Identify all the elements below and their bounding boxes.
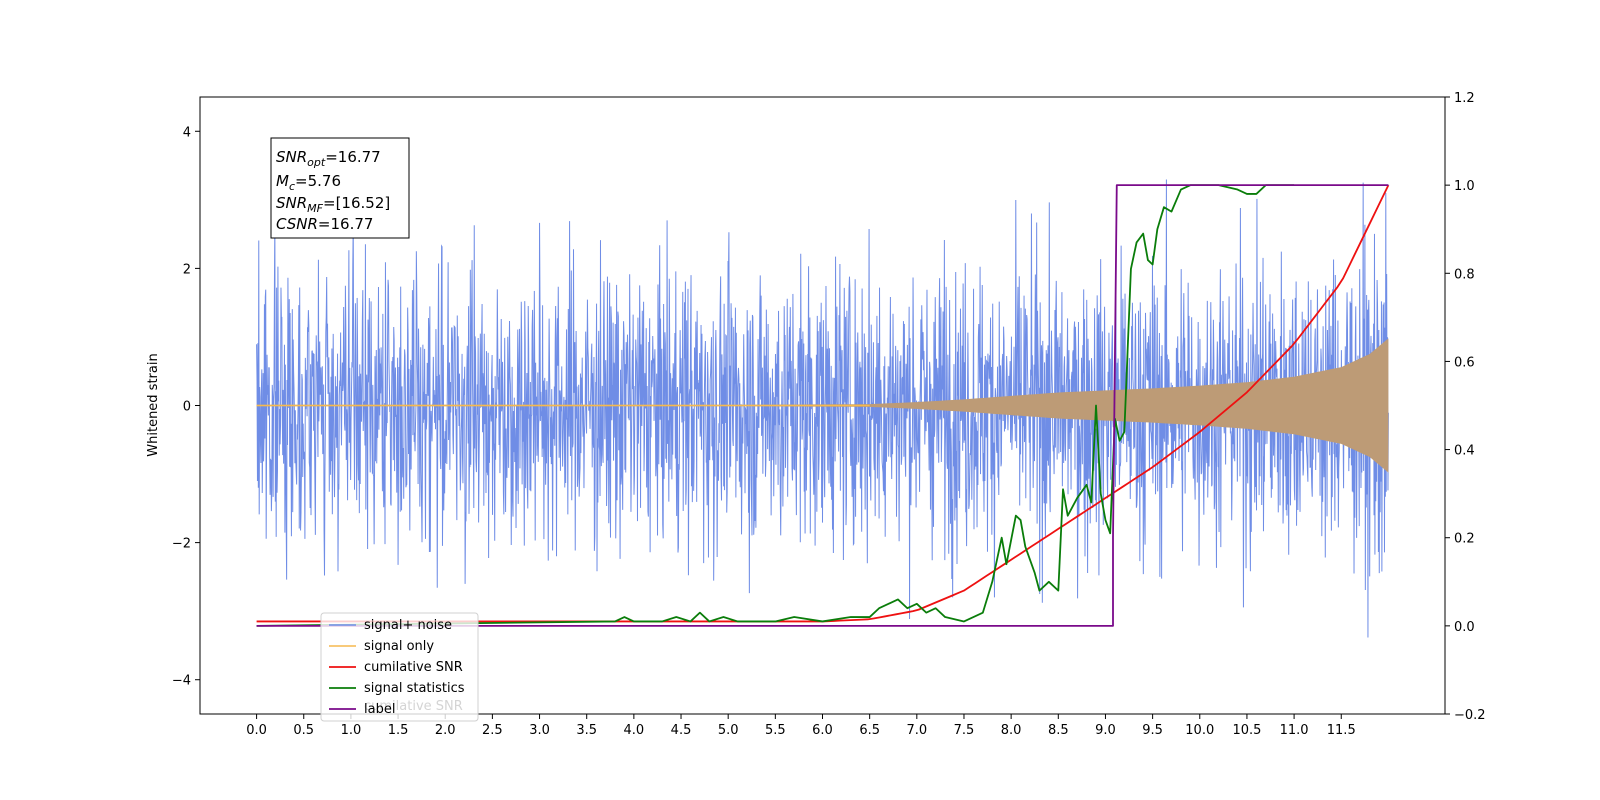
x-tick-label: 6.5 xyxy=(859,723,880,738)
y-right-tick-label: −0.2 xyxy=(1454,708,1486,723)
x-tick-label: 0.0 xyxy=(246,723,267,738)
mc-symbol: M xyxy=(276,172,289,190)
x-tick-label: 7.0 xyxy=(906,723,927,738)
snr-opt-subscript: opt xyxy=(307,156,326,169)
axis-ticks: 0.0 0.5 1.0 1.5 2.0 2.5 3.0 3.5 4.0 4.5 5.0 5.5 6.0 6… xyxy=(172,91,1486,738)
x-tick-label: 6.0 xyxy=(812,723,833,738)
legend-hidden-entry: cumilative SNR xyxy=(364,699,463,714)
snr-mf-subscript: MF xyxy=(307,202,323,215)
legend-label-cumulative: cumilative SNR xyxy=(364,660,463,675)
y-left-tick-label: 4 xyxy=(183,125,191,140)
csnr-value: =16.77 xyxy=(318,215,374,233)
x-tick-label: 8.0 xyxy=(1001,723,1022,738)
y-left-tick-label: 0 xyxy=(183,400,191,415)
y-right-tick-label: 0.6 xyxy=(1454,355,1475,370)
x-tick-label: 1.5 xyxy=(388,723,409,738)
snr-opt-symbol: SNR xyxy=(276,148,307,166)
y-right-tick-label: 1.0 xyxy=(1454,179,1475,194)
x-tick-label: 5.0 xyxy=(718,723,739,738)
y-right-tick-label: 0.8 xyxy=(1454,267,1475,282)
mc-value: =5.76 xyxy=(295,172,341,190)
y-left-tick-label: 2 xyxy=(183,262,191,277)
legend-label-label: label xyxy=(364,702,395,717)
y-right-tick-label: 0.0 xyxy=(1454,620,1475,635)
x-tick-label: 2.0 xyxy=(435,723,456,738)
x-tick-label: 3.0 xyxy=(529,723,550,738)
legend: cumilative SNR signal+ noise signal only… xyxy=(320,612,479,722)
legend-label-noise: signal+ noise xyxy=(364,618,452,633)
label-line xyxy=(256,184,1389,627)
y-left-tick-label: −2 xyxy=(172,537,191,552)
metrics-annotation-box: SNRopt=16.77 Mc=5.76 SNRMF=[16.52] CSNR=… xyxy=(270,137,410,239)
signal-statistics-line xyxy=(256,184,1295,627)
csnr-symbol: CSNR xyxy=(276,215,318,233)
snr-mf-symbol: SNR xyxy=(276,194,307,212)
signal-noise-series xyxy=(256,179,1389,638)
x-tick-label: 7.5 xyxy=(954,723,975,738)
x-tick-label: 10.5 xyxy=(1232,723,1261,738)
x-tick-label: 9.5 xyxy=(1142,723,1163,738)
signal-only-series xyxy=(256,338,1389,473)
x-tick-label: 0.5 xyxy=(293,723,314,738)
x-tick-label: 2.5 xyxy=(482,723,503,738)
legend-label-signal: signal only xyxy=(364,639,434,654)
legend-label-statistics: signal statistics xyxy=(364,681,465,696)
x-tick-label: 1.0 xyxy=(341,723,362,738)
x-tick-label: 11.0 xyxy=(1280,723,1309,738)
annotation-snr-opt: SNRopt=16.77 xyxy=(276,148,381,169)
annotation-csnr: CSNR=16.77 xyxy=(276,215,373,233)
legend-frame xyxy=(320,612,479,722)
x-tick-label: 4.0 xyxy=(624,723,645,738)
y-left-tick-label: −4 xyxy=(172,674,191,689)
x-tick-label: 10.0 xyxy=(1185,723,1214,738)
y-axis-label: Whitened strain xyxy=(146,353,161,456)
x-tick-label: 8.5 xyxy=(1048,723,1069,738)
x-tick-label: 3.5 xyxy=(576,723,597,738)
annotation-snr-mf: SNRMF=[16.52] xyxy=(276,194,390,215)
annotation-mc: Mc=5.76 xyxy=(276,172,341,193)
mc-subscript: c xyxy=(289,180,295,193)
x-tick-label: 11.5 xyxy=(1327,723,1356,738)
signal-noise-line xyxy=(256,179,1389,638)
x-tick-label: 9.0 xyxy=(1095,723,1116,738)
snr-opt-value: =16.77 xyxy=(325,148,381,166)
y-right-tick-label: 1.2 xyxy=(1454,91,1475,106)
annotation-frame xyxy=(270,137,410,239)
snr-mf-value: =[16.52] xyxy=(323,194,390,212)
x-tick-label: 4.5 xyxy=(671,723,692,738)
y-right-tick-label: 0.2 xyxy=(1454,532,1475,547)
x-tick-label: 5.5 xyxy=(765,723,786,738)
y-right-tick-label: 0.4 xyxy=(1454,444,1475,459)
